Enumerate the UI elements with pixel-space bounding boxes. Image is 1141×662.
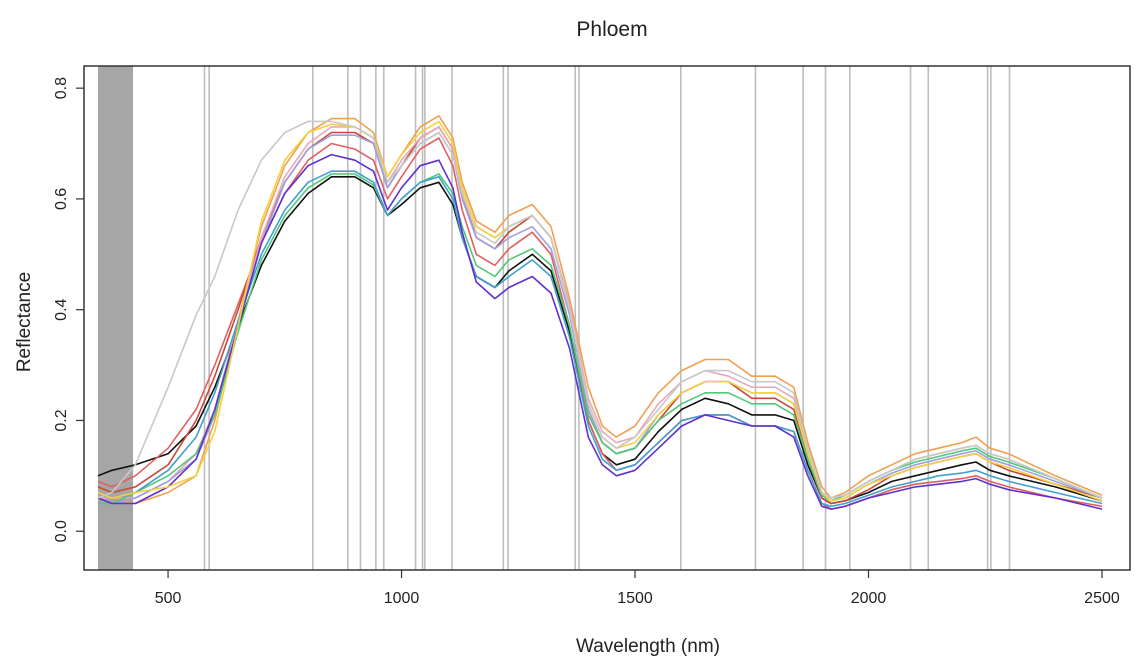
x-tick-label-1: 1000: [384, 590, 420, 607]
x-tick-label-3: 2000: [851, 590, 887, 607]
chart-title: Phloem: [576, 18, 647, 41]
y-axis-label: Reflectance: [14, 272, 35, 372]
y-tick-label-1: 0.2: [53, 409, 70, 431]
plot-frame: [83, 65, 1131, 571]
series-line-7: [97, 170, 1103, 508]
x-tick-label-4: 2500: [1084, 590, 1120, 607]
series-line-4: [98, 126, 1103, 499]
series-line-10: [97, 120, 1103, 499]
x-axis-label: Wavelength (nm): [576, 636, 720, 657]
vertical-lines-layer: [203, 66, 1011, 570]
y-tick-label-4: 0.8: [53, 77, 70, 99]
series-line-5: [97, 131, 1103, 505]
axes-layer: 500 1000 1500 2000 2500 0.0 0.2 0.4 0.6 0.8: [53, 77, 1120, 607]
series-line-9: [97, 120, 1103, 502]
x-tick-label-2: 1500: [617, 590, 653, 607]
y-tick-label-0: 0.0: [53, 520, 70, 542]
series-line-8: [97, 153, 1103, 510]
series-layer: [97, 115, 1103, 510]
x-tick-label-0: 500: [155, 590, 182, 607]
y-tick-label-3: 0.6: [53, 188, 70, 210]
series-line-3: [97, 115, 1103, 505]
y-tick-label-2: 0.4: [53, 298, 70, 320]
